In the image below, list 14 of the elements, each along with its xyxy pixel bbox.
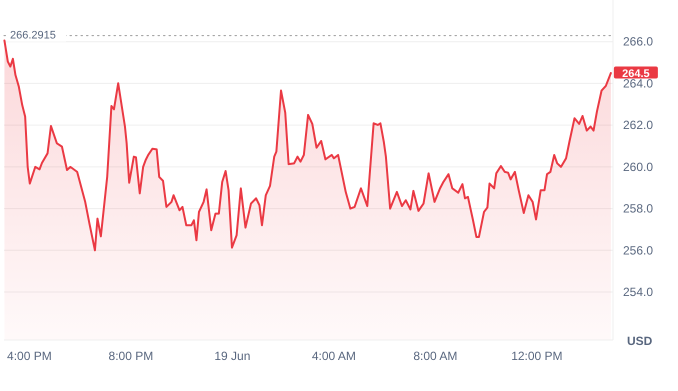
x-tick-label: 4:00 AM <box>312 349 356 363</box>
x-tick-label: 8:00 PM <box>108 349 154 363</box>
y-tick-label: 266.0 <box>623 34 654 49</box>
x-tick-label: 4:00 PM <box>7 349 52 363</box>
x-tick-label: 19 Jun <box>214 349 250 363</box>
x-tick-label: 8:00 AM <box>413 349 458 363</box>
y-axis-title: USD <box>627 334 653 348</box>
y-tick-label: 258.0 <box>623 202 654 216</box>
y-tick-label: 260.0 <box>623 160 654 174</box>
y-tick-label: 254.0 <box>623 285 654 300</box>
x-tick-label: 12:00 PM <box>511 349 563 363</box>
ref-line-label: 266.2915 <box>10 30 56 42</box>
y-tick-label: 256.0 <box>623 243 654 258</box>
y-tick-label: 262.0 <box>623 118 654 132</box>
